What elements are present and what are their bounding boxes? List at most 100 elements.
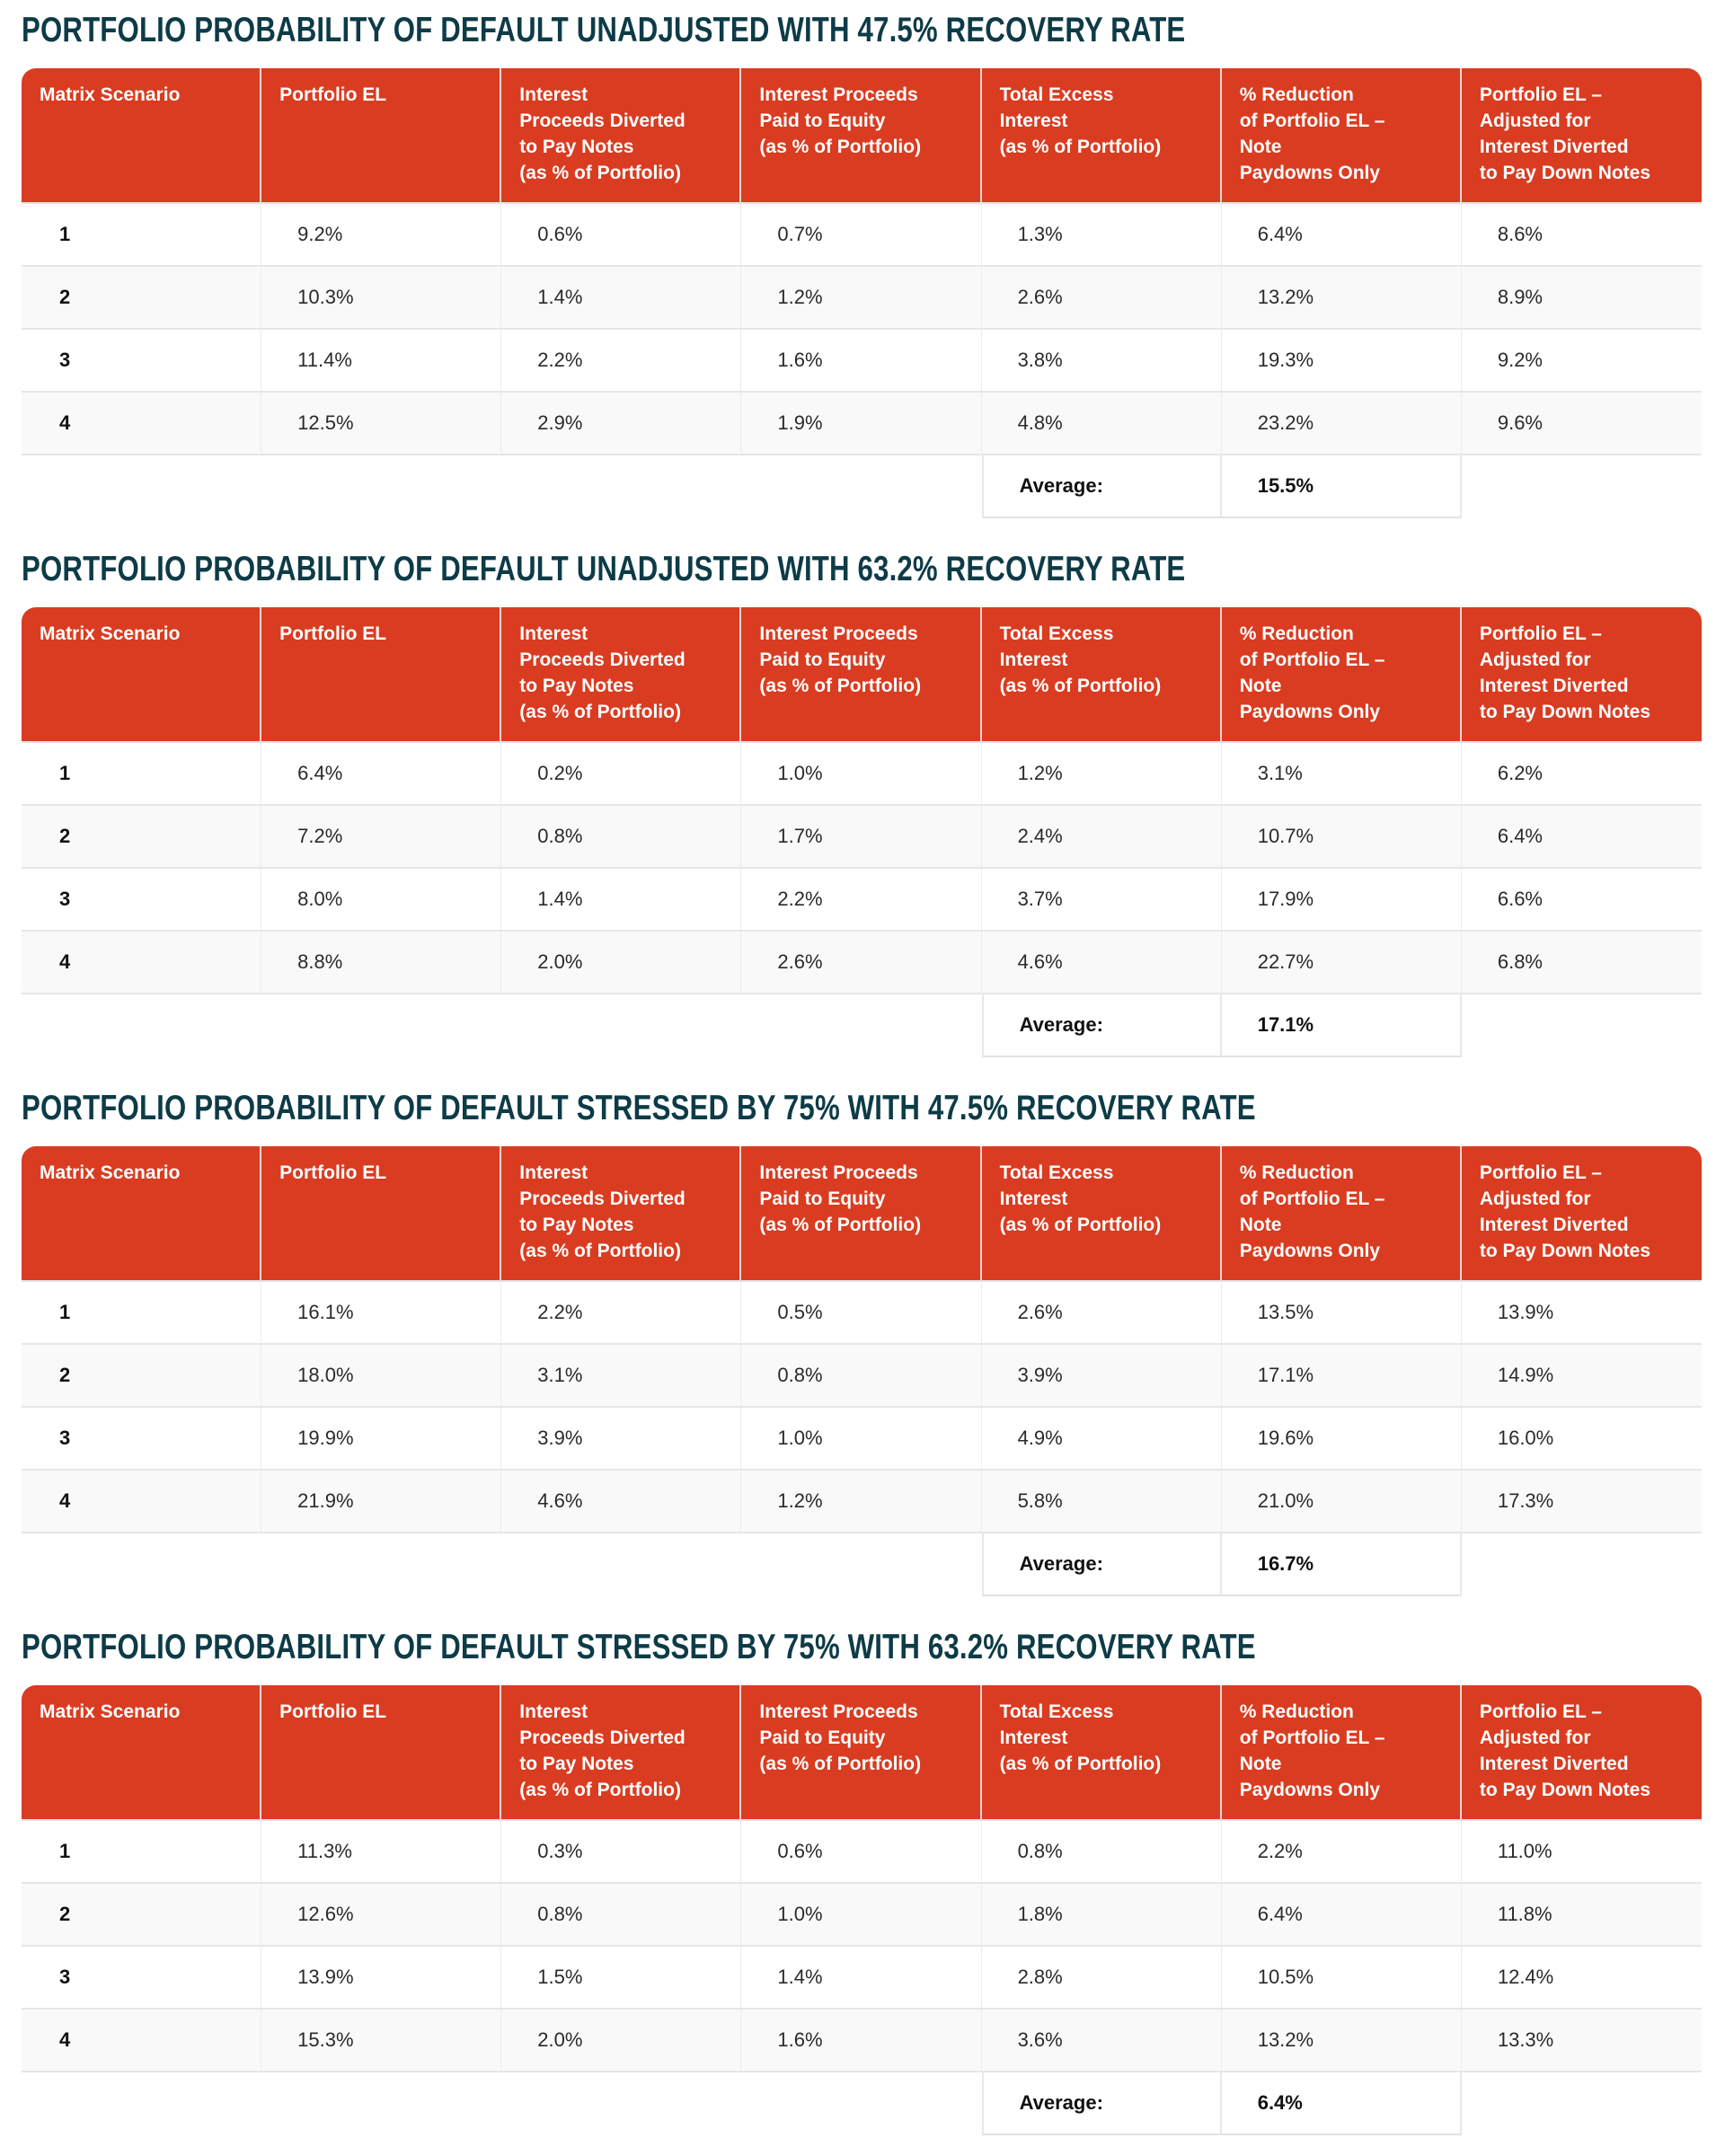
cell-pct-reduction: 6.4%: [1221, 204, 1462, 267]
table-row: 2 10.3% 1.4% 1.2% 2.6% 13.2% 8.9%: [22, 267, 1702, 330]
cell-portfolio-el-adjusted: 13.9%: [1461, 1282, 1702, 1345]
cell-portfolio-el: 12.6%: [261, 1884, 502, 1947]
header-matrix-scenario: Matrix Scenario: [22, 607, 262, 743]
header-interest-diverted: Interest Proceeds Diverted to Pay Notes …: [501, 1146, 742, 1282]
cell-portfolio-el: 15.3%: [261, 2010, 502, 2072]
cell-pct-reduction: 19.3%: [1221, 330, 1462, 393]
table-row: 1 11.3% 0.3% 0.6% 0.8% 2.2% 11.0%: [22, 1821, 1702, 1884]
average-label: Average:: [981, 994, 1222, 1057]
empty-cell: [501, 455, 742, 518]
cell-interest-diverted: 0.6%: [501, 204, 742, 267]
cell-total-excess-interest: 1.2%: [981, 743, 1222, 806]
cell-portfolio-el-adjusted: 13.3%: [1461, 2010, 1702, 2072]
cell-total-excess-interest: 1.8%: [981, 1884, 1222, 1947]
cell-matrix-scenario: 3: [22, 1408, 262, 1471]
cell-pct-reduction: 17.9%: [1221, 869, 1462, 932]
cell-total-excess-interest: 4.9%: [981, 1408, 1222, 1471]
cell-matrix-scenario: 1: [22, 743, 262, 806]
empty-cell: [261, 2072, 502, 2135]
cell-interest-to-equity: 0.5%: [741, 1282, 982, 1345]
header-total-excess-interest: Total Excess Interest (as % of Portfolio…: [981, 1685, 1222, 1821]
header-portfolio-el: Portfolio EL: [261, 68, 502, 204]
cell-interest-to-equity: 1.0%: [741, 1408, 982, 1471]
header-portfolio-el-adjusted: Portfolio EL – Adjusted for Interest Div…: [1461, 1146, 1702, 1282]
cell-interest-to-equity: 1.0%: [741, 743, 982, 806]
cell-portfolio-el-adjusted: 6.8%: [1461, 932, 1702, 994]
average-label: Average:: [981, 2072, 1222, 2135]
cell-total-excess-interest: 3.9%: [981, 1345, 1222, 1408]
header-portfolio-el: Portfolio EL: [261, 1685, 502, 1821]
header-interest-to-equity: Interest Proceeds Paid to Equity (as % o…: [741, 68, 982, 204]
cell-portfolio-el: 9.2%: [261, 204, 502, 267]
results-table: Matrix Scenario Portfolio EL Interest Proc…: [22, 1685, 1702, 2135]
table-row: 4 12.5% 2.9% 1.9% 4.8% 23.2% 9.6%: [22, 393, 1702, 455]
header-interest-diverted: Interest Proceeds Diverted to Pay Notes …: [501, 68, 742, 204]
cell-matrix-scenario: 1: [22, 1282, 262, 1345]
cell-matrix-scenario: 4: [22, 932, 262, 994]
cell-matrix-scenario: 1: [22, 1821, 262, 1884]
cell-portfolio-el-adjusted: 6.6%: [1461, 869, 1702, 932]
cell-interest-to-equity: 1.6%: [741, 330, 982, 393]
cell-interest-diverted: 0.8%: [501, 1884, 742, 1947]
header-matrix-scenario: Matrix Scenario: [22, 1685, 262, 1821]
cell-interest-diverted: 2.2%: [501, 1282, 742, 1345]
cell-portfolio-el: 7.2%: [261, 806, 502, 869]
cell-interest-to-equity: 2.6%: [741, 932, 982, 994]
cell-portfolio-el-adjusted: 6.4%: [1461, 806, 1702, 869]
header-portfolio-el-adjusted: Portfolio EL – Adjusted for Interest Div…: [1461, 1685, 1702, 1821]
header-pct-reduction: % Reduction of Portfolio EL – Note Paydo…: [1221, 68, 1462, 204]
cell-interest-to-equity: 0.6%: [741, 1821, 982, 1884]
header-portfolio-el: Portfolio EL: [261, 1146, 502, 1282]
empty-cell: [261, 1533, 502, 1596]
cell-interest-diverted: 1.4%: [501, 267, 742, 330]
cell-matrix-scenario: 3: [22, 330, 262, 393]
cell-interest-diverted: 0.8%: [501, 806, 742, 869]
cell-interest-diverted: 2.9%: [501, 393, 742, 455]
header-interest-to-equity: Interest Proceeds Paid to Equity (as % o…: [741, 1146, 982, 1282]
table-row: 1 6.4% 0.2% 1.0% 1.2% 3.1% 6.2%: [22, 743, 1702, 806]
cell-portfolio-el: 8.0%: [261, 869, 502, 932]
header-total-excess-interest: Total Excess Interest (as % of Portfolio…: [981, 607, 1222, 743]
section-title: PORTFOLIO PROBABILITY OF DEFAULT STRESSE…: [22, 1089, 1256, 1127]
average-value: 16.7%: [1221, 1533, 1462, 1596]
table-section: PORTFOLIO PROBABILITY OF DEFAULT STRESSE…: [0, 1078, 1725, 1617]
cell-interest-diverted: 4.6%: [501, 1471, 742, 1533]
cell-interest-diverted: 0.3%: [501, 1821, 742, 1884]
results-table: Matrix Scenario Portfolio EL Interest Proc…: [22, 607, 1702, 1057]
cell-portfolio-el: 11.3%: [261, 1821, 502, 1884]
cell-interest-diverted: 2.0%: [501, 932, 742, 994]
cell-interest-to-equity: 1.9%: [741, 393, 982, 455]
header-interest-diverted: Interest Proceeds Diverted to Pay Notes …: [501, 607, 742, 743]
header-row: Matrix Scenario Portfolio EL Interest Proc…: [22, 1685, 1702, 1821]
header-total-excess-interest: Total Excess Interest (as % of Portfolio…: [981, 1146, 1222, 1282]
cell-interest-to-equity: 2.2%: [741, 869, 982, 932]
empty-cell: [1461, 455, 1702, 518]
cell-pct-reduction: 13.5%: [1221, 1282, 1462, 1345]
empty-cell: [741, 1533, 982, 1596]
empty-cell: [261, 994, 502, 1057]
table-row: 4 8.8% 2.0% 2.6% 4.6% 22.7% 6.8%: [22, 932, 1702, 994]
empty-cell: [22, 1533, 262, 1596]
header-matrix-scenario: Matrix Scenario: [22, 68, 262, 204]
cell-matrix-scenario: 2: [22, 806, 262, 869]
cell-matrix-scenario: 3: [22, 1947, 262, 2010]
average-value: 15.5%: [1221, 455, 1462, 518]
cell-portfolio-el: 19.9%: [261, 1408, 502, 1471]
empty-cell: [501, 994, 742, 1057]
table-row: 3 19.9% 3.9% 1.0% 4.9% 19.6% 16.0%: [22, 1408, 1702, 1471]
cell-matrix-scenario: 4: [22, 393, 262, 455]
header-portfolio-el-adjusted: Portfolio EL – Adjusted for Interest Div…: [1461, 68, 1702, 204]
empty-cell: [22, 994, 262, 1057]
cell-interest-diverted: 2.0%: [501, 2010, 742, 2072]
header-portfolio-el-adjusted: Portfolio EL – Adjusted for Interest Div…: [1461, 607, 1702, 743]
cell-portfolio-el-adjusted: 11.0%: [1461, 1821, 1702, 1884]
empty-cell: [741, 994, 982, 1057]
cell-portfolio-el: 6.4%: [261, 743, 502, 806]
header-pct-reduction: % Reduction of Portfolio EL – Note Paydo…: [1221, 607, 1462, 743]
cell-matrix-scenario: 4: [22, 1471, 262, 1533]
cell-portfolio-el-adjusted: 14.9%: [1461, 1345, 1702, 1408]
results-table: Matrix Scenario Portfolio EL Interest Proc…: [22, 1146, 1702, 1596]
cell-portfolio-el-adjusted: 8.6%: [1461, 204, 1702, 267]
cell-total-excess-interest: 3.8%: [981, 330, 1222, 393]
header-interest-diverted: Interest Proceeds Diverted to Pay Notes …: [501, 1685, 742, 1821]
